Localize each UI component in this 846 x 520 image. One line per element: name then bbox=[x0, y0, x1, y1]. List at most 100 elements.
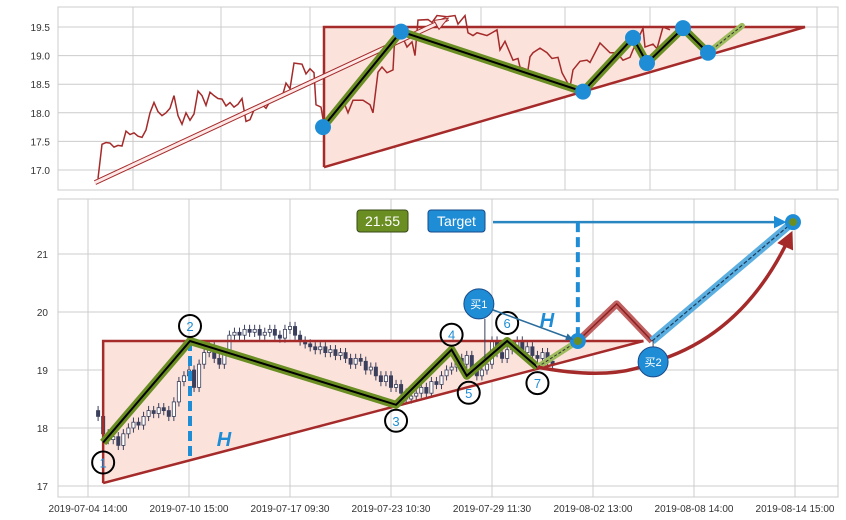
candle-body bbox=[358, 357, 363, 362]
wave-point-label: 3 bbox=[392, 414, 399, 429]
buy1-marker bbox=[463, 288, 495, 320]
neckline-and-base bbox=[101, 339, 644, 484]
candle-body bbox=[449, 366, 454, 371]
wave-point-label: 7 bbox=[534, 376, 541, 391]
candle-body bbox=[348, 357, 353, 365]
top-y-tick-label: 18.5 bbox=[31, 80, 51, 91]
candle-body bbox=[237, 331, 242, 336]
target-value-text: 21.55 bbox=[365, 213, 400, 229]
candle-body bbox=[535, 355, 540, 359]
candle-body bbox=[267, 328, 272, 333]
candle-body bbox=[388, 375, 393, 388]
candle-body bbox=[272, 328, 277, 336]
height-label: H bbox=[540, 310, 555, 332]
top-pivot-marker bbox=[315, 119, 331, 136]
bottom-wave-line bbox=[102, 339, 539, 444]
height-label: H bbox=[217, 429, 232, 451]
candle-body bbox=[308, 343, 313, 348]
candle-body bbox=[277, 334, 282, 339]
candle-body bbox=[197, 363, 202, 388]
bottom-y-tick-label: 20 bbox=[37, 308, 49, 319]
wave-point-circle bbox=[178, 314, 203, 338]
buy2-label: 买2 bbox=[645, 356, 662, 369]
candle-body bbox=[252, 328, 257, 333]
x-tick-label: 2019-07-10 15:00 bbox=[150, 504, 229, 515]
candle-body bbox=[328, 349, 333, 354]
wave-point-circle bbox=[384, 408, 409, 433]
candle-body bbox=[146, 410, 151, 417]
candle-body bbox=[409, 395, 414, 400]
wave-point-circle bbox=[91, 450, 116, 475]
candle-body bbox=[151, 410, 156, 414]
candle-body bbox=[363, 360, 368, 371]
top-pivot-marker bbox=[675, 20, 691, 37]
top-y-tick-label: 18.0 bbox=[31, 109, 51, 120]
bottom-y-tick-label: 21 bbox=[37, 250, 49, 261]
wave-point-circle bbox=[439, 322, 464, 347]
top-y-tick-label: 19.0 bbox=[31, 52, 51, 63]
candle-body bbox=[181, 375, 186, 382]
top-y-tick-label: 17.0 bbox=[31, 166, 51, 177]
pullback-line bbox=[577, 302, 653, 342]
candle-body bbox=[419, 386, 424, 394]
target-marker-core bbox=[788, 218, 797, 227]
candle-body bbox=[484, 363, 489, 371]
top-pivot-marker bbox=[575, 83, 591, 100]
top-pivot-marker bbox=[393, 23, 409, 40]
candle-body bbox=[121, 433, 126, 446]
top-triangle-outline bbox=[322, 25, 806, 169]
wave-point-label: 6 bbox=[504, 316, 511, 331]
candle-body bbox=[192, 369, 197, 388]
candle-body bbox=[96, 410, 101, 417]
x-tick-label: 2019-08-02 13:00 bbox=[554, 504, 633, 515]
x-tick-label: 2019-07-04 14:00 bbox=[49, 504, 128, 515]
candle-body bbox=[318, 346, 323, 351]
candle-body bbox=[323, 346, 328, 353]
top-y-tick-label: 19.5 bbox=[31, 23, 51, 34]
bottom-y-tick-label: 17 bbox=[37, 482, 49, 493]
bottom-y-tick-label: 19 bbox=[37, 366, 49, 377]
wave-point-circle bbox=[525, 371, 550, 396]
candle-body bbox=[373, 366, 378, 377]
x-tick-label: 2019-08-14 15:00 bbox=[756, 504, 835, 515]
candle-body bbox=[257, 328, 262, 336]
candle-body bbox=[530, 346, 535, 356]
candle-body bbox=[282, 328, 287, 339]
candle-body bbox=[399, 384, 404, 394]
breakout-marker-core bbox=[573, 337, 582, 345]
candle-body bbox=[479, 369, 484, 377]
trend-arrowhead-icon bbox=[433, 17, 450, 31]
candle-body bbox=[287, 326, 292, 330]
candle-body bbox=[161, 407, 166, 412]
candle-body bbox=[505, 349, 510, 359]
candle-body bbox=[343, 352, 348, 359]
candle-body bbox=[116, 436, 121, 446]
top-pivot-marker bbox=[639, 55, 655, 72]
target-value-box bbox=[356, 209, 409, 233]
candle-body bbox=[136, 421, 141, 426]
candle-body bbox=[378, 375, 383, 382]
wave-point-label: 5 bbox=[465, 386, 472, 401]
candle-body bbox=[429, 381, 434, 394]
candle-body bbox=[171, 401, 176, 417]
candle-body bbox=[156, 407, 161, 414]
top-pivot-marker bbox=[700, 44, 716, 61]
candle-body bbox=[131, 421, 136, 429]
top-pivot-marker bbox=[625, 29, 641, 46]
candle-body bbox=[368, 366, 373, 371]
candle-body bbox=[313, 346, 318, 351]
candle-body bbox=[247, 328, 252, 333]
target-line bbox=[651, 221, 794, 342]
x-tick-label: 2019-08-08 14:00 bbox=[655, 504, 734, 515]
candle-body bbox=[176, 381, 181, 403]
candle-body bbox=[166, 410, 171, 417]
wave-point-label: 2 bbox=[186, 319, 193, 334]
breakout-line bbox=[537, 340, 579, 368]
candle-body bbox=[293, 326, 298, 336]
candle-body bbox=[434, 381, 439, 385]
x-tick-label: 2019-07-23 10:30 bbox=[352, 504, 431, 515]
candle-body bbox=[540, 352, 545, 359]
buy1-arrow bbox=[492, 309, 574, 341]
candle-body bbox=[242, 328, 247, 336]
